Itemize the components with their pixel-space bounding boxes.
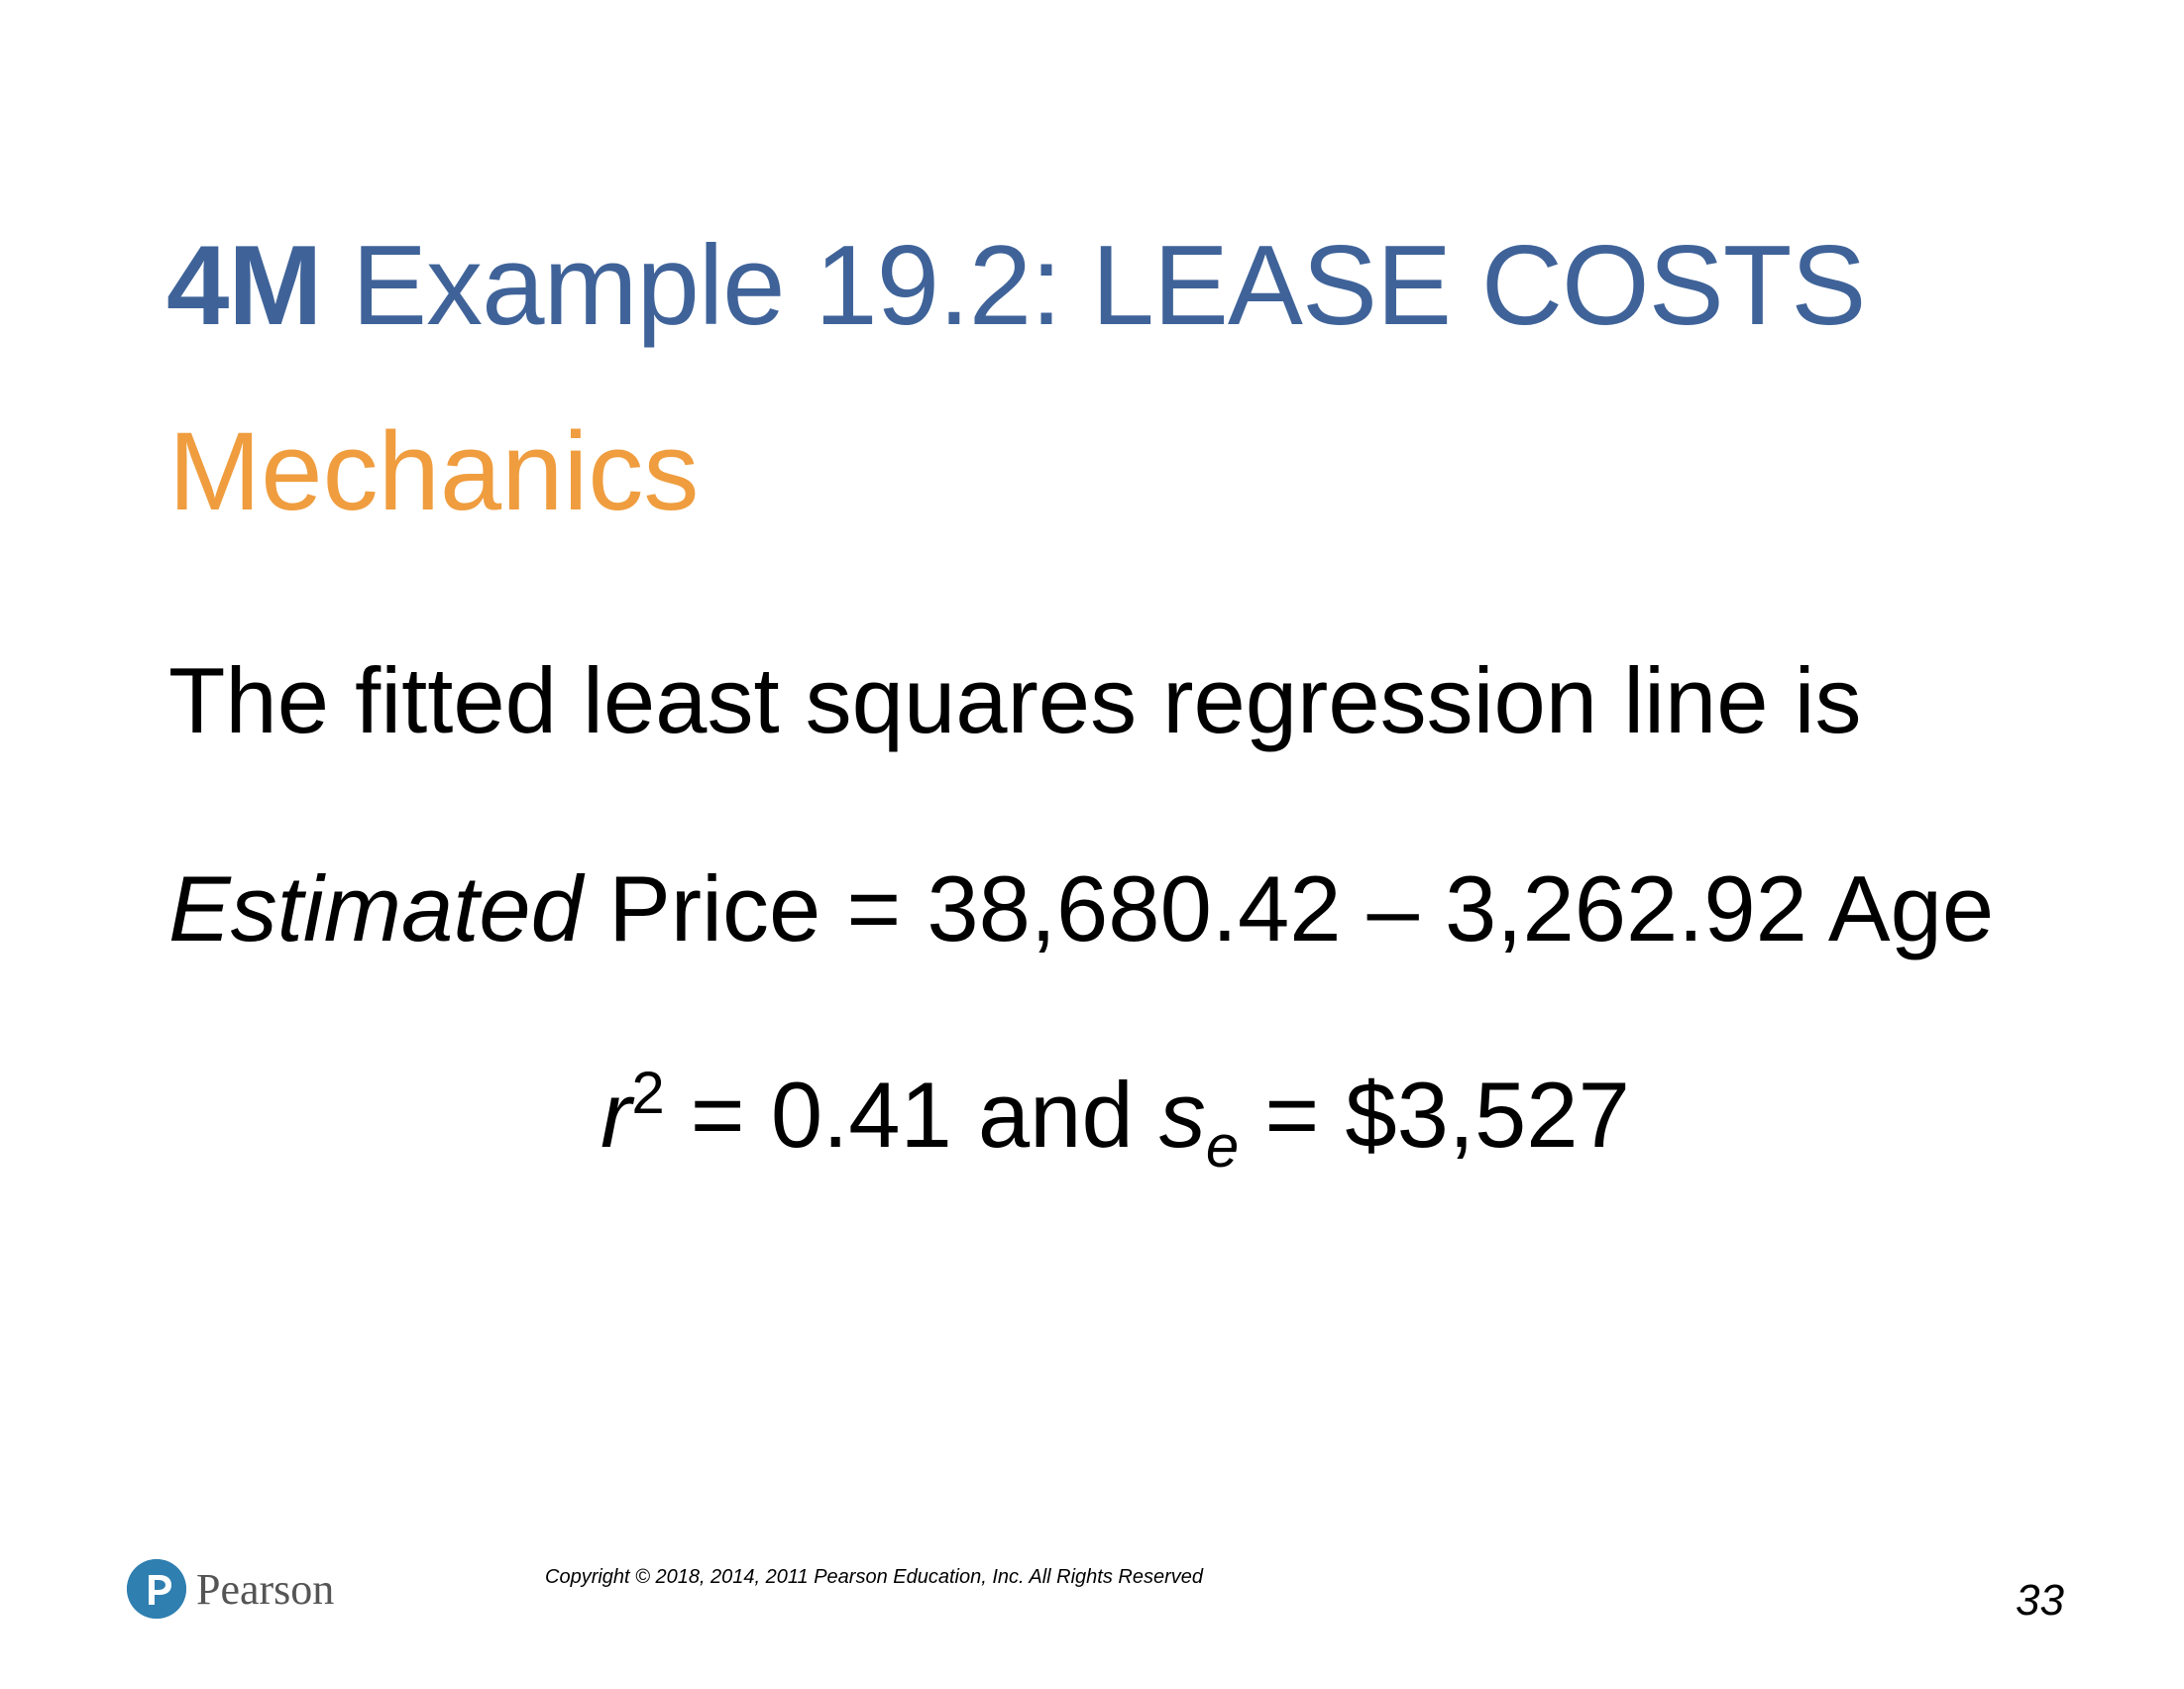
stats-middle: = 0.41 and — [664, 1063, 1159, 1167]
slide-subtitle: Mechanics — [168, 409, 700, 533]
title-text: Example 19.2: LEASE COSTS — [321, 223, 1866, 349]
equation-estimated-word: Estimated — [168, 856, 583, 960]
s-subscript: e — [1205, 1113, 1240, 1180]
slide-title: 4M Example 19.2: LEASE COSTS — [166, 230, 1866, 343]
page-number: 33 — [2016, 1576, 2064, 1625]
fit-statistics: r2 = 0.41 and se = $3,527 — [601, 1064, 1630, 1177]
copyright-notice: Copyright © 2018, 2014, 2011 Pearson Edu… — [545, 1566, 1204, 1588]
equation-rest: Price = 38,680.42 – 3,262.92 Age — [582, 856, 1995, 960]
pearson-p-icon — [127, 1559, 186, 1619]
pearson-logo: Pearson — [127, 1554, 334, 1624]
r-symbol: r — [601, 1063, 632, 1167]
regression-equation: Estimated Price = 38,680.42 – 3,262.92 A… — [168, 862, 1994, 956]
title-bold-prefix: 4M — [166, 223, 322, 349]
intro-text: The fitted least squares regression line… — [168, 648, 1862, 752]
r-superscript: 2 — [631, 1060, 665, 1126]
stats-end: = $3,527 — [1239, 1063, 1630, 1167]
logo-text: Pearson — [196, 1564, 335, 1614]
s-symbol: s — [1158, 1063, 1206, 1167]
